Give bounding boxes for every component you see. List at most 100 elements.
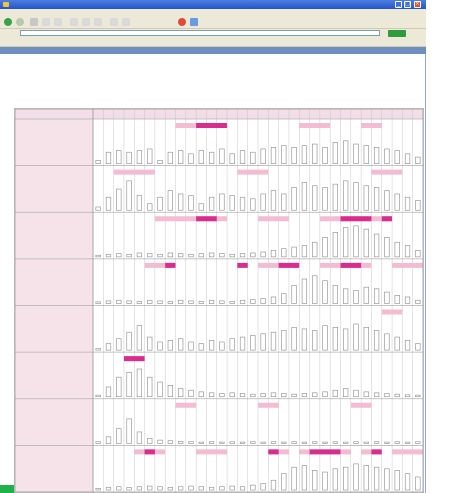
bar [219, 341, 225, 351]
maximize-button[interactable]: □ [404, 1, 411, 8]
bar [373, 392, 380, 398]
bar [250, 393, 256, 398]
bar [208, 151, 215, 164]
bar [312, 441, 318, 444]
bar [260, 393, 266, 398]
bar [105, 300, 112, 304]
bar [95, 206, 101, 211]
search-icon[interactable] [70, 18, 78, 26]
bar [250, 198, 256, 211]
close-button[interactable]: × [414, 1, 421, 8]
row-label-cell [15, 398, 93, 446]
right-margin [426, 0, 450, 493]
bar [312, 470, 318, 491]
pink-cell [381, 309, 403, 315]
stop-red-icon[interactable] [178, 18, 186, 26]
go-button[interactable] [388, 30, 406, 37]
bar [363, 185, 369, 211]
bar [188, 485, 194, 491]
magenta-cell [144, 449, 155, 455]
bar [167, 151, 173, 164]
pink-cell [361, 123, 382, 128]
bar [95, 160, 101, 164]
bar [208, 487, 215, 491]
bar [384, 291, 390, 304]
bar [312, 185, 318, 211]
bar [301, 441, 308, 444]
bar [363, 465, 369, 491]
bar [239, 486, 246, 491]
row-label-cell [15, 119, 93, 166]
bar [404, 394, 411, 398]
bar [219, 486, 225, 491]
bar [136, 150, 143, 164]
bar [198, 203, 204, 211]
bar [147, 485, 153, 491]
bar [239, 336, 246, 351]
refresh-icon[interactable] [42, 18, 50, 26]
bar [332, 441, 338, 444]
home-icon[interactable] [54, 18, 62, 26]
favorites-icon[interactable] [82, 18, 90, 26]
bar [219, 193, 225, 211]
minimize-button[interactable]: _ [395, 1, 402, 8]
bar [281, 473, 287, 491]
bar [178, 486, 184, 491]
bar [384, 148, 390, 164]
bar [281, 248, 287, 258]
bar [291, 187, 297, 211]
bar [312, 330, 318, 351]
bar [404, 153, 411, 164]
forward-icon[interactable] [16, 18, 24, 26]
bar [373, 330, 380, 351]
bar [126, 331, 132, 351]
bar [178, 388, 184, 398]
history-icon[interactable] [94, 18, 102, 26]
bar [301, 145, 308, 164]
magenta-cell [340, 262, 362, 268]
bar [147, 438, 153, 444]
bar [136, 431, 143, 444]
bar [301, 182, 308, 211]
bar [404, 296, 411, 304]
stop-icon[interactable] [30, 18, 38, 26]
bar [415, 476, 421, 491]
pink-cell [350, 402, 372, 408]
bar [167, 190, 173, 211]
bar [404, 473, 411, 491]
messenger-icon[interactable] [190, 18, 198, 26]
bar [136, 301, 143, 304]
bar [394, 336, 400, 351]
bar [312, 143, 318, 164]
bar [126, 371, 132, 398]
bar [291, 393, 297, 398]
bar [270, 296, 277, 304]
bar [157, 341, 163, 351]
bar [116, 188, 122, 211]
bar [188, 195, 194, 211]
print-icon[interactable] [122, 18, 130, 26]
row-label-cell [15, 445, 93, 492]
bar [219, 393, 225, 398]
pink-cell [237, 169, 269, 175]
bar [229, 338, 235, 351]
bar [260, 333, 266, 351]
browser-window: _ □ × [0, 0, 426, 493]
bar [219, 300, 225, 304]
bar [126, 253, 132, 258]
bar [188, 300, 194, 304]
address-input[interactable] [20, 30, 380, 36]
bar [95, 394, 101, 398]
bar [404, 340, 411, 351]
bar [343, 180, 349, 211]
bar [116, 338, 122, 351]
mail-icon[interactable] [110, 18, 118, 26]
bar [291, 466, 297, 491]
bar [198, 150, 204, 164]
bar [404, 245, 411, 258]
bar [178, 338, 184, 351]
bar [208, 392, 215, 398]
back-icon[interactable] [4, 18, 12, 26]
bar [167, 252, 173, 258]
bar [260, 483, 266, 491]
